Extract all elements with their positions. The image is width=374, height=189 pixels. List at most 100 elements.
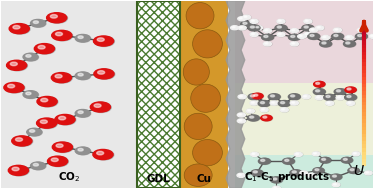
Circle shape	[90, 102, 110, 112]
Circle shape	[320, 41, 332, 47]
Circle shape	[308, 33, 320, 39]
Circle shape	[334, 28, 342, 32]
Circle shape	[338, 96, 340, 98]
Circle shape	[261, 108, 264, 110]
Text: C$_1$-C$_5$ products: C$_1$-C$_5$ products	[244, 170, 331, 184]
Circle shape	[275, 25, 287, 31]
Circle shape	[251, 170, 263, 176]
Circle shape	[283, 158, 295, 164]
Circle shape	[290, 101, 298, 105]
Circle shape	[239, 120, 242, 121]
Bar	[236, 1, 373, 83]
Circle shape	[33, 163, 39, 166]
Circle shape	[272, 186, 280, 189]
Circle shape	[304, 33, 312, 36]
Bar	[236, 1, 373, 188]
Circle shape	[76, 110, 91, 117]
Circle shape	[261, 34, 273, 40]
Circle shape	[240, 95, 242, 97]
Circle shape	[238, 26, 246, 30]
Circle shape	[50, 15, 57, 18]
Circle shape	[290, 170, 302, 176]
Circle shape	[26, 92, 31, 95]
Circle shape	[251, 153, 259, 157]
Circle shape	[302, 95, 310, 99]
Circle shape	[280, 108, 288, 112]
Circle shape	[240, 21, 252, 27]
Circle shape	[350, 169, 354, 171]
Circle shape	[10, 24, 30, 34]
Circle shape	[248, 115, 260, 121]
Circle shape	[327, 102, 330, 103]
Circle shape	[313, 152, 320, 156]
Circle shape	[277, 26, 281, 28]
Circle shape	[5, 83, 25, 93]
Circle shape	[310, 28, 318, 32]
Circle shape	[52, 73, 72, 83]
Circle shape	[366, 172, 369, 173]
Circle shape	[261, 115, 272, 121]
Circle shape	[277, 33, 285, 36]
Circle shape	[292, 102, 295, 103]
Ellipse shape	[183, 59, 209, 85]
Circle shape	[291, 42, 299, 46]
Circle shape	[369, 34, 374, 38]
Circle shape	[56, 115, 76, 125]
Circle shape	[326, 95, 330, 98]
Circle shape	[78, 111, 83, 114]
Circle shape	[37, 119, 58, 129]
Circle shape	[30, 130, 35, 132]
Circle shape	[332, 183, 340, 187]
Circle shape	[346, 36, 354, 40]
Circle shape	[232, 26, 235, 28]
Circle shape	[12, 167, 19, 171]
Circle shape	[313, 89, 325, 95]
Circle shape	[258, 101, 270, 107]
Circle shape	[347, 101, 355, 105]
Circle shape	[279, 101, 291, 107]
Circle shape	[315, 96, 324, 100]
Circle shape	[342, 158, 353, 163]
Bar	[137, 1, 180, 188]
Circle shape	[33, 21, 39, 23]
Circle shape	[357, 28, 365, 32]
Circle shape	[282, 158, 294, 164]
Circle shape	[331, 174, 342, 180]
Circle shape	[345, 36, 353, 40]
Circle shape	[314, 153, 316, 154]
Circle shape	[336, 96, 344, 100]
Circle shape	[55, 32, 62, 36]
Circle shape	[47, 13, 68, 23]
Circle shape	[305, 33, 308, 35]
Circle shape	[334, 89, 346, 95]
Text: Cu: Cu	[196, 174, 211, 184]
Circle shape	[51, 158, 58, 162]
Circle shape	[95, 69, 115, 79]
Circle shape	[298, 34, 306, 39]
Circle shape	[246, 109, 255, 113]
Circle shape	[31, 162, 45, 170]
Circle shape	[322, 42, 326, 44]
Circle shape	[237, 113, 246, 117]
Circle shape	[288, 94, 300, 100]
Circle shape	[48, 156, 68, 167]
Circle shape	[334, 184, 336, 185]
Circle shape	[356, 34, 368, 40]
Circle shape	[320, 158, 331, 163]
Circle shape	[332, 183, 340, 187]
Ellipse shape	[184, 164, 212, 186]
Circle shape	[292, 29, 295, 31]
Circle shape	[78, 73, 83, 76]
Circle shape	[334, 28, 341, 32]
Circle shape	[324, 94, 336, 101]
Circle shape	[296, 153, 298, 155]
Circle shape	[305, 20, 308, 21]
Circle shape	[250, 19, 258, 23]
Circle shape	[252, 93, 264, 99]
Circle shape	[250, 101, 258, 105]
Circle shape	[370, 34, 374, 39]
Circle shape	[237, 119, 246, 123]
Circle shape	[263, 29, 272, 33]
Circle shape	[242, 15, 251, 19]
Circle shape	[248, 110, 251, 111]
